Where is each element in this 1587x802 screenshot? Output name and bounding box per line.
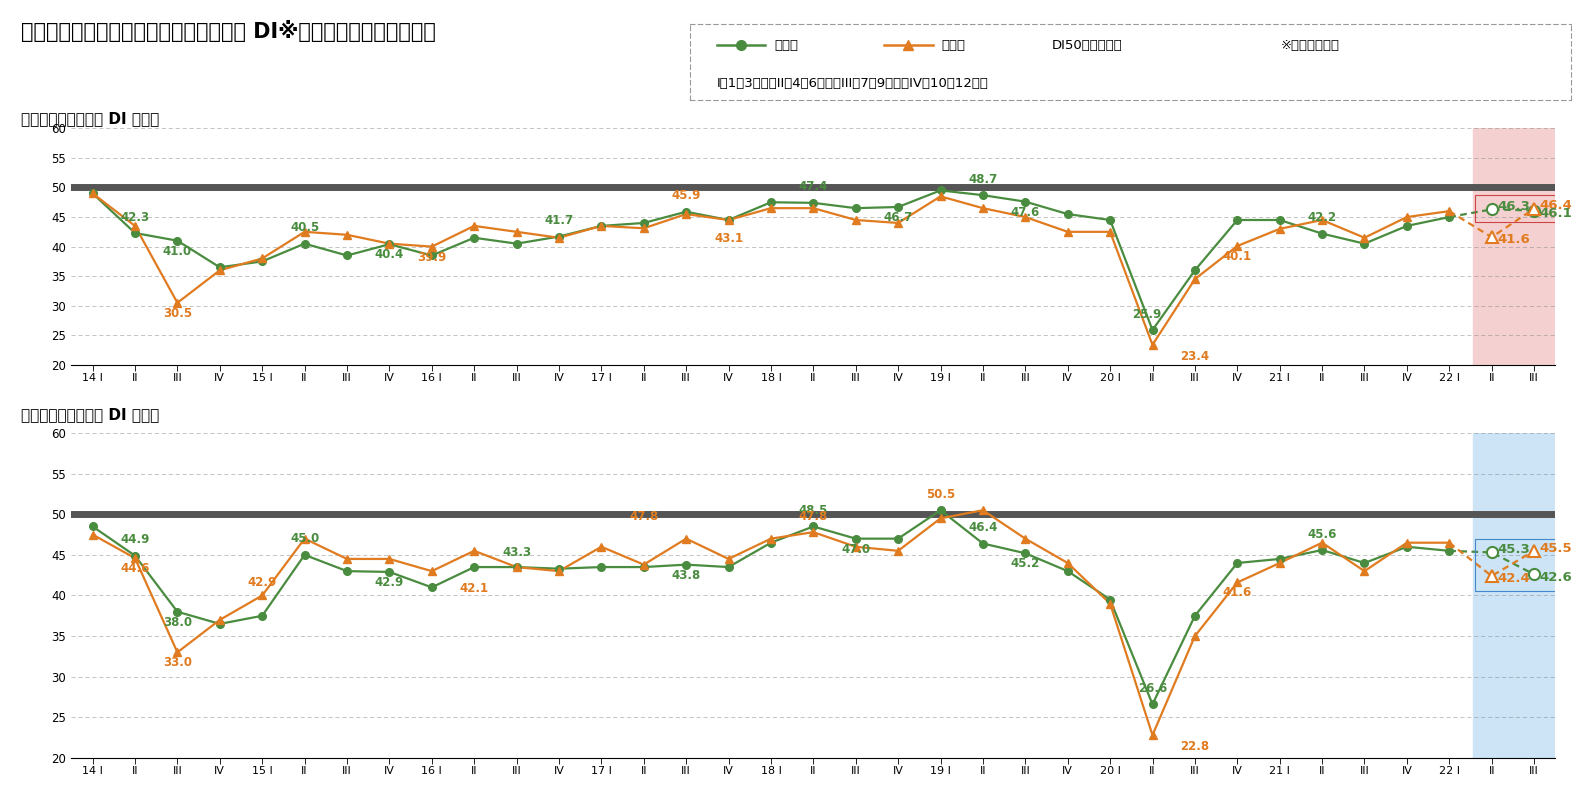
Text: 43.8: 43.8 <box>671 569 701 581</box>
Text: 45.2: 45.2 <box>1011 557 1039 570</box>
Text: 46.3: 46.3 <box>1497 200 1530 213</box>
Text: 47.6: 47.6 <box>1011 205 1039 219</box>
Text: 47.0: 47.0 <box>841 542 870 556</box>
Bar <box>1473 128 1557 365</box>
Text: 41.6: 41.6 <box>1222 586 1252 599</box>
Text: 30.5: 30.5 <box>163 306 192 320</box>
Text: 26.6: 26.6 <box>1138 682 1166 695</box>
Text: 42.9: 42.9 <box>248 576 276 589</box>
Text: 48.5: 48.5 <box>798 504 828 517</box>
Text: 46.4: 46.4 <box>1539 200 1573 213</box>
Text: 42.4: 42.4 <box>1497 573 1530 585</box>
Text: 40.4: 40.4 <box>375 248 405 261</box>
Text: 25.9: 25.9 <box>1132 307 1162 321</box>
Text: 50.5: 50.5 <box>925 488 955 500</box>
Text: 41.6: 41.6 <box>1497 233 1530 246</box>
Text: 42.3: 42.3 <box>121 210 149 224</box>
Text: 47.8: 47.8 <box>628 509 659 523</box>
Text: 40.1: 40.1 <box>1222 250 1252 263</box>
Text: 44.9: 44.9 <box>121 533 149 546</box>
Text: 39.9: 39.9 <box>417 251 446 264</box>
Text: 図表２　売㛋の業況 DI の推移: 図表２ 売㛋の業況 DI の推移 <box>21 407 159 423</box>
Text: 近畿圏: 近畿圏 <box>941 38 965 52</box>
Text: 48.7: 48.7 <box>968 172 998 185</box>
Text: 42.9: 42.9 <box>375 576 405 589</box>
Text: 45.5: 45.5 <box>1539 541 1573 554</box>
Text: 41.7: 41.7 <box>544 214 573 227</box>
Text: DI50＝前年並み: DI50＝前年並み <box>1052 38 1122 52</box>
Text: 図表１　購貸の業況 DI の推移: 図表１ 購貸の業況 DI の推移 <box>21 111 159 126</box>
Text: ※点線は見通し: ※点線は見通し <box>1281 38 1339 52</box>
Text: 41.0: 41.0 <box>163 245 192 257</box>
Text: 42.6: 42.6 <box>1539 571 1573 584</box>
Text: 42.1: 42.1 <box>460 582 489 595</box>
Text: 38.0: 38.0 <box>163 616 192 629</box>
Text: 44.6: 44.6 <box>121 562 149 575</box>
Text: 47.8: 47.8 <box>798 509 828 523</box>
Text: 22.8: 22.8 <box>1181 740 1209 753</box>
Text: 23.4: 23.4 <box>1181 350 1209 363</box>
Text: 40.5: 40.5 <box>290 221 319 234</box>
Text: 45.3: 45.3 <box>1497 543 1530 556</box>
Text: 42.2: 42.2 <box>1308 211 1336 224</box>
Text: 45.9: 45.9 <box>671 189 701 202</box>
Text: 46.4: 46.4 <box>968 521 998 534</box>
Text: 43.1: 43.1 <box>714 232 743 245</box>
Text: 首都圏: 首都圏 <box>774 38 798 52</box>
Text: 45.0: 45.0 <box>290 533 319 545</box>
Text: ＜首都圈・近畑圈の業況判断指数（業況 DI※前年同期比）の推移　＞: ＜首都圈・近畑圈の業況判断指数（業況 DI※前年同期比）の推移 ＞ <box>21 20 435 42</box>
Text: 45.6: 45.6 <box>1308 528 1336 541</box>
Text: 46.1: 46.1 <box>1539 207 1573 220</box>
Text: 46.7: 46.7 <box>884 211 913 224</box>
Text: 43.3: 43.3 <box>501 546 532 559</box>
Bar <box>1473 433 1557 758</box>
Text: 47.4: 47.4 <box>798 180 828 193</box>
Text: 33.0: 33.0 <box>163 656 192 669</box>
Text: I：1〜3月期　II：4〜6月期　III：7〜9月期　IV：10〜12月期: I：1〜3月期 II：4〜6月期 III：7〜9月期 IV：10〜12月期 <box>717 77 989 90</box>
